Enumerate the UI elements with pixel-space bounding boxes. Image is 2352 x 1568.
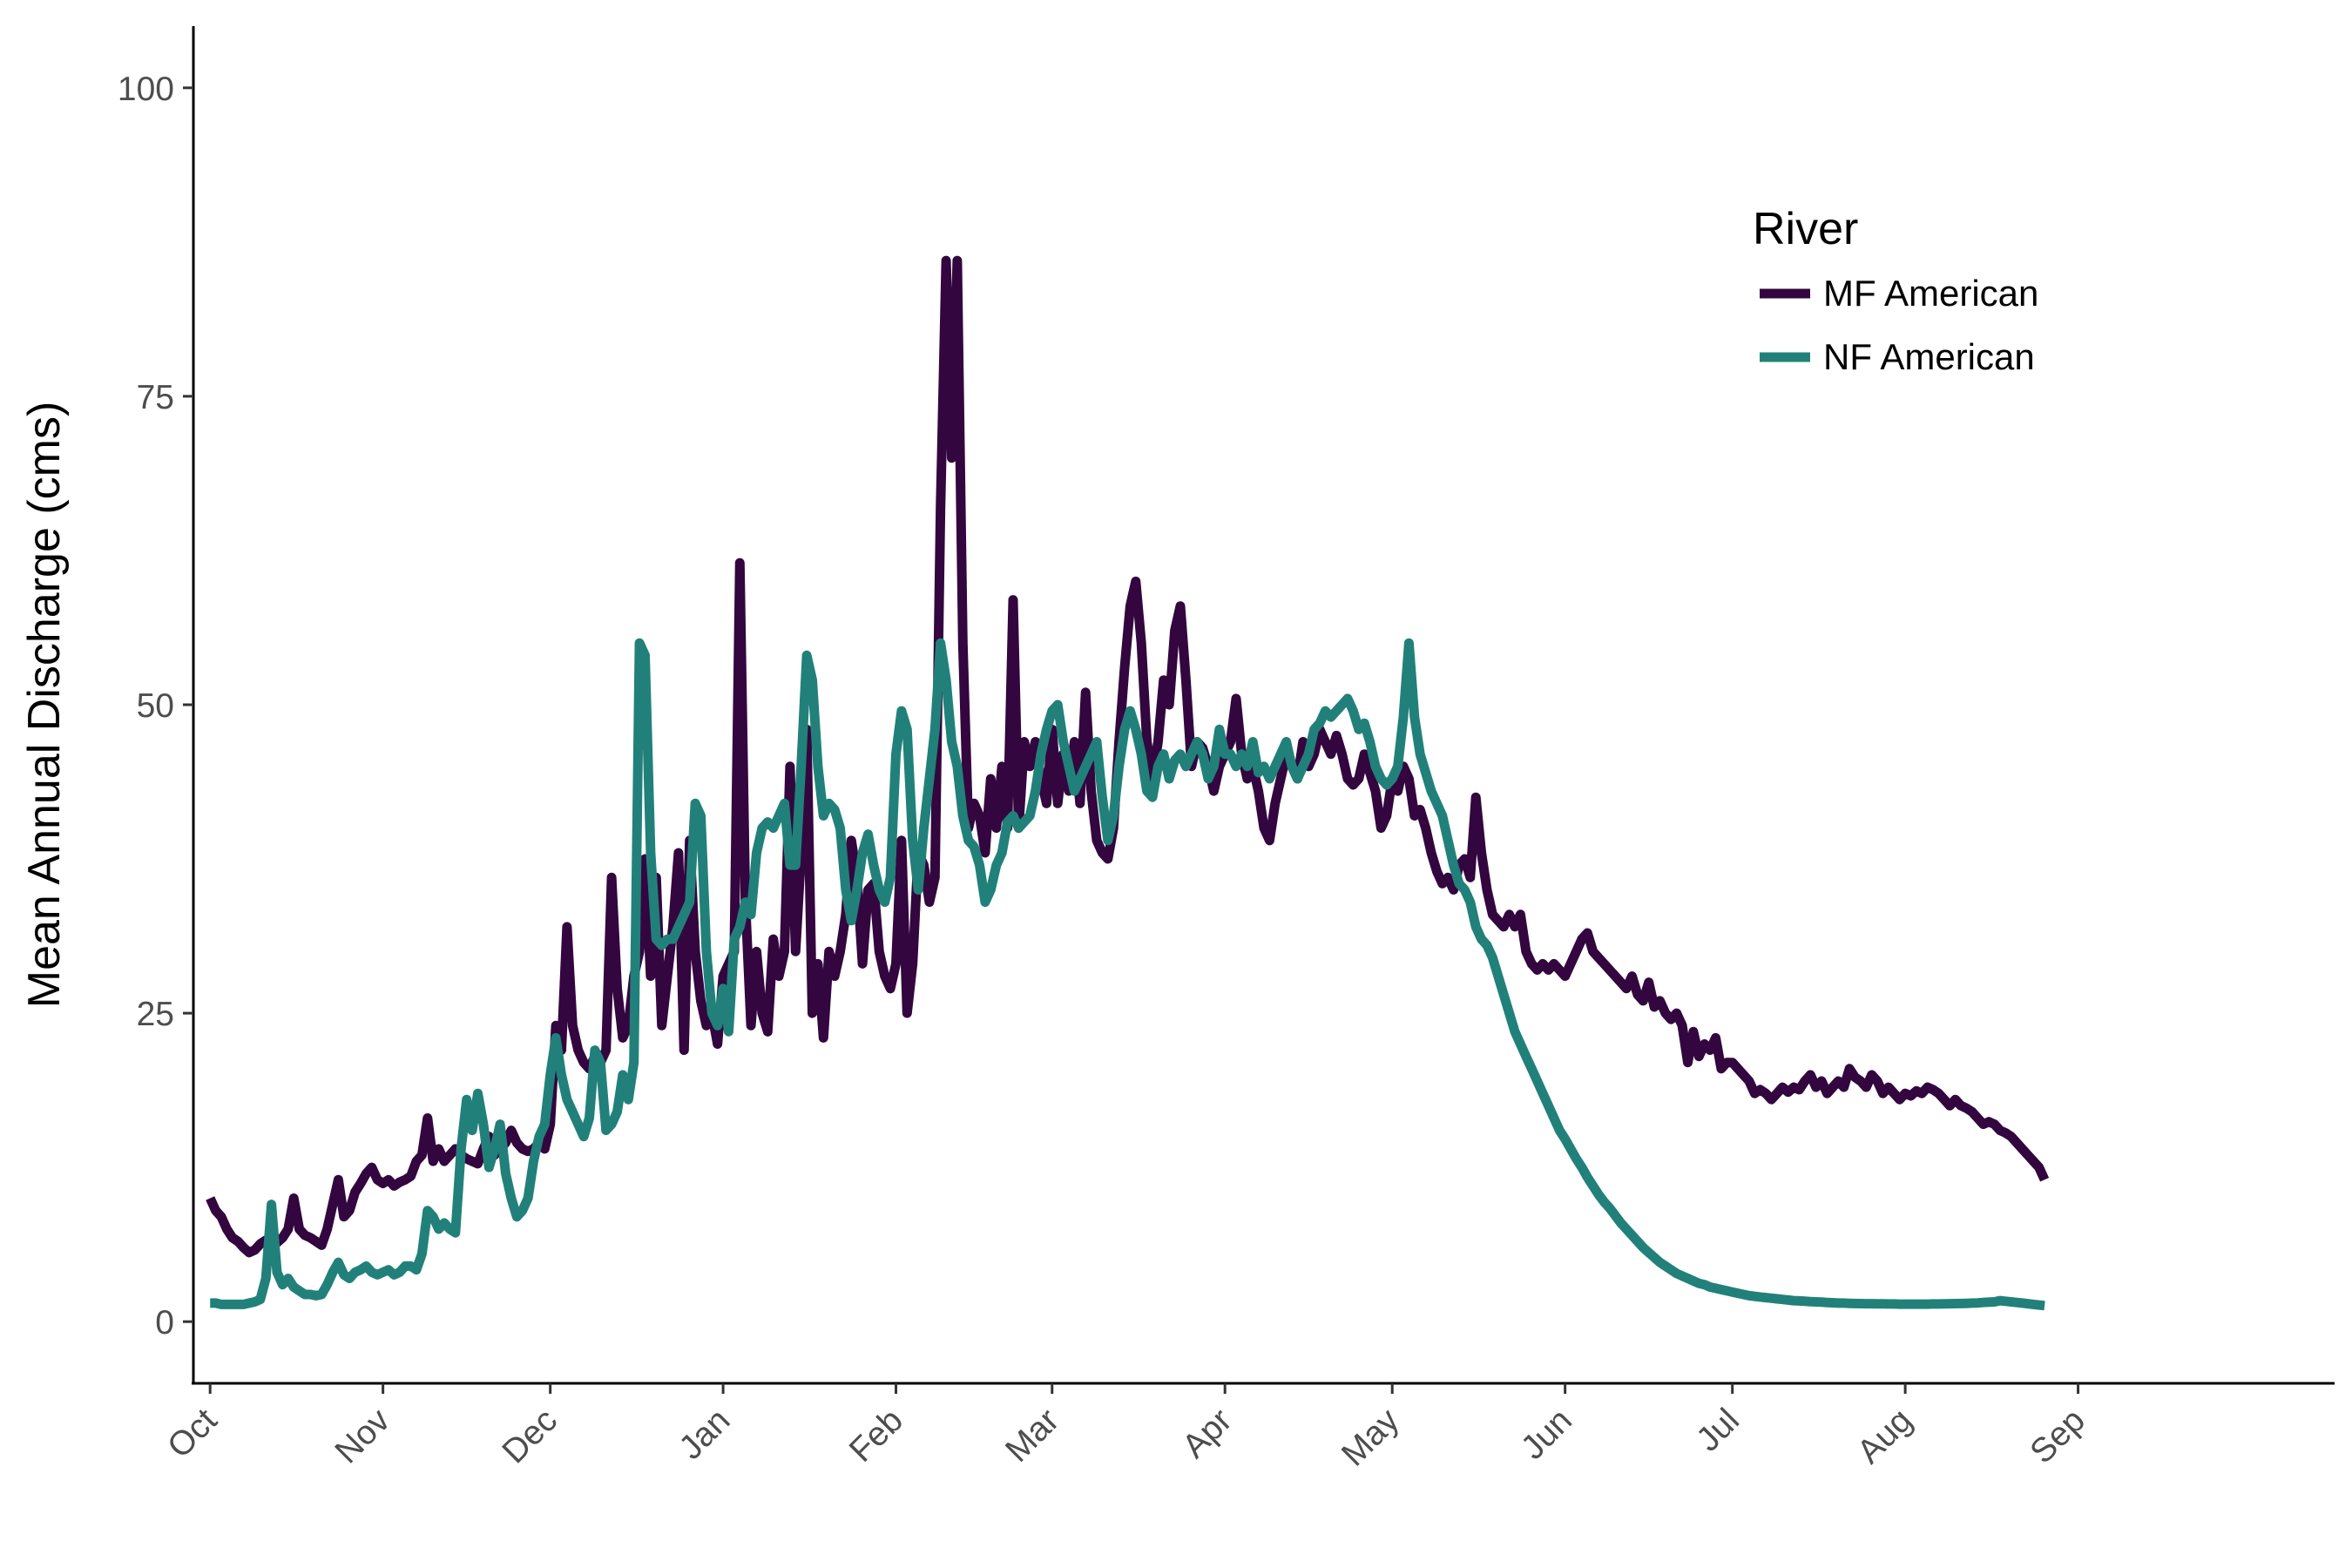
y-axis-ticks: 0 25 50 75 100 xyxy=(118,71,193,1342)
y-tick-label: 25 xyxy=(137,996,174,1033)
series-line-mf-american xyxy=(206,255,2050,1258)
y-tick-label: 100 xyxy=(118,71,174,108)
y-axis-title: Mean Annual Discharge (cms) xyxy=(19,402,70,1009)
series-line-nf-american xyxy=(210,638,2045,1311)
y-tick-label: 50 xyxy=(137,687,174,725)
legend: River MF American NF American xyxy=(1753,204,2038,377)
legend-label-nf-american: NF American xyxy=(1823,336,2035,377)
legend-label-mf-american: MF American xyxy=(1823,273,2038,314)
y-tick-label: 75 xyxy=(137,379,174,416)
legend-title: River xyxy=(1753,204,1858,254)
y-tick-label: 0 xyxy=(155,1304,174,1342)
series-lines xyxy=(206,255,2050,1311)
